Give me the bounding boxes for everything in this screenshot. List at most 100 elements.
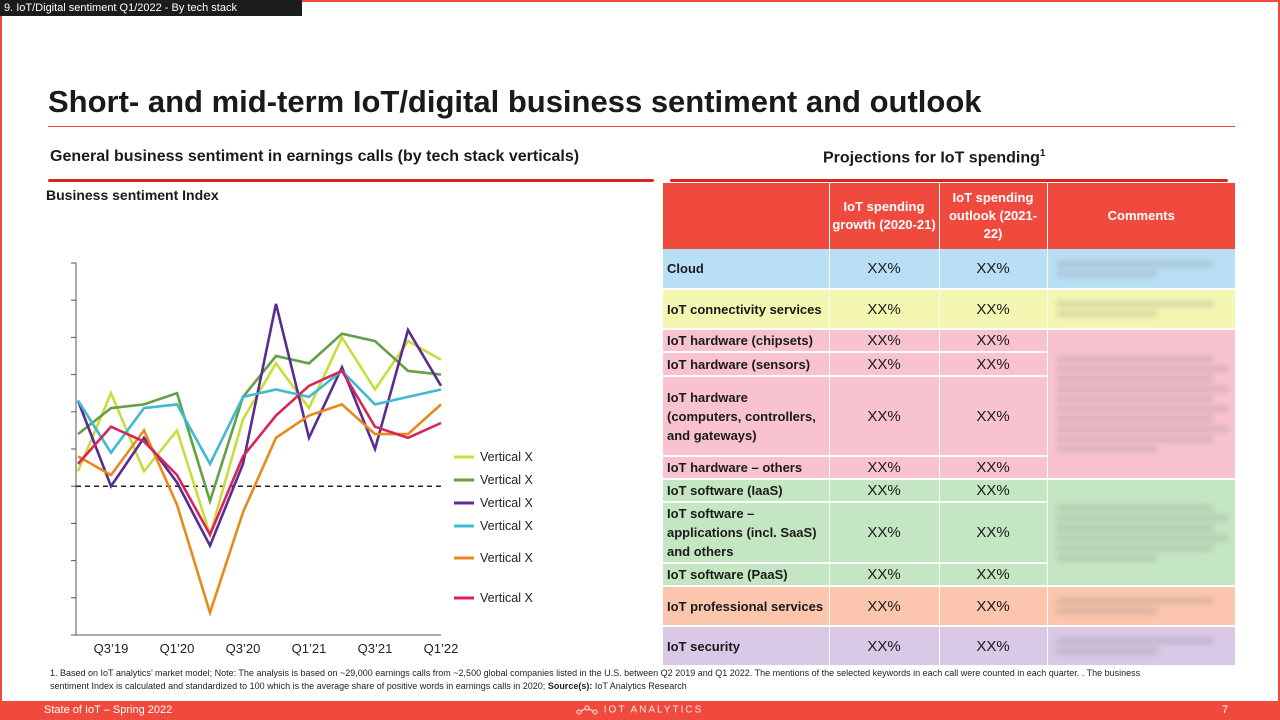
row-comment-redacted: [1047, 289, 1236, 330]
redacted-text-bar: [1055, 514, 1230, 521]
row-category: IoT software (IaaS): [663, 479, 830, 503]
redacted-text-bar: [1055, 311, 1159, 317]
redacted-text-bar: [1055, 416, 1215, 422]
legend-label: Vertical X: [480, 551, 533, 565]
redacted-text-bar: [1055, 436, 1215, 442]
row-category: IoT security: [663, 626, 830, 667]
redacted-text-bar: [1055, 648, 1159, 654]
legend-label: Vertical X: [480, 519, 533, 533]
x-tick-label: Q1’22: [424, 641, 459, 656]
row-outlook: XX%: [939, 249, 1048, 290]
row-outlook: XX%: [939, 376, 1048, 457]
row-category: IoT hardware (chipsets): [663, 329, 830, 353]
footer-brand-text: IOT ANALYTICS: [603, 704, 704, 716]
row-comment-redacted: [1047, 479, 1236, 587]
header-category: [663, 183, 830, 249]
sentiment-line-chart: Q3’19 Q1’20 Q3’20 Q1’21 Q3’21 Q1’22 Vertical X…: [71, 262, 533, 656]
redacted-text-bar: [1055, 366, 1230, 372]
redacted-text-bar: [1055, 396, 1215, 402]
x-tick-label: Q3’19: [94, 641, 129, 656]
series-line-4: [76, 369, 442, 467]
x-tick-label: Q1’21: [292, 641, 327, 656]
table-row: IoT security XX% XX%: [663, 626, 1236, 667]
row-comment-redacted: [1047, 586, 1236, 627]
row-category: IoT hardware (computers, controllers, an…: [663, 376, 830, 457]
row-growth: XX%: [829, 502, 940, 564]
row-outlook: XX%: [939, 352, 1048, 377]
header-outlook: IoT spending outlook (2021-22): [939, 183, 1048, 249]
redacted-text-bar: [1055, 534, 1230, 541]
redacted-text-bar: [1055, 638, 1215, 644]
row-outlook: XX%: [939, 563, 1048, 587]
row-growth: XX%: [829, 586, 940, 627]
redacted-text-bar: [1055, 544, 1215, 551]
left-subtitle-underline: [48, 179, 654, 182]
row-outlook: XX%: [939, 626, 1048, 667]
table-row: IoT hardware (chipsets) XX% XX%: [663, 329, 1236, 480]
row-category: IoT connectivity services: [663, 289, 830, 330]
row-growth: XX%: [829, 249, 940, 290]
redacted-text-bar: [1055, 554, 1159, 561]
row-category: Cloud: [663, 249, 830, 290]
table-row: IoT software (IaaS) XX% XX%: [663, 479, 1236, 587]
footnote-text: 1. Based on IoT analytics’ market model;…: [50, 668, 1141, 691]
iot-analytics-logo-icon: [576, 705, 598, 715]
row-outlook: XX%: [939, 456, 1048, 480]
row-category: IoT software – applications (incl. SaaS)…: [663, 502, 830, 564]
series-line-1: [76, 334, 442, 540]
row-growth: XX%: [829, 563, 940, 587]
row-category: IoT hardware – others: [663, 456, 830, 480]
row-outlook: XX%: [939, 502, 1048, 564]
legend-label: Vertical X: [480, 591, 533, 605]
legend-label: Vertical X: [480, 473, 533, 487]
redacted-text-bar: [1055, 270, 1159, 277]
header-comments: Comments: [1047, 183, 1235, 249]
legend-label: Vertical X: [480, 450, 533, 464]
row-growth: XX%: [829, 626, 940, 667]
footer-left-text: State of IoT – Spring 2022: [44, 704, 173, 716]
row-outlook: XX%: [939, 479, 1048, 503]
redacted-text-bar: [1055, 356, 1215, 362]
iot-spending-table: IoT spending growth (2020-21) IoT spendi…: [663, 183, 1236, 667]
series-line-6: [77, 369, 442, 538]
series-line-2: [77, 332, 442, 506]
redacted-text-bar: [1055, 608, 1159, 614]
row-growth: XX%: [829, 479, 940, 503]
slide-title: Short- and mid-term IoT/digital business…: [48, 84, 982, 119]
row-comment-redacted: [1047, 249, 1236, 290]
row-growth: XX%: [829, 352, 940, 377]
redacted-text-bar: [1055, 426, 1230, 432]
section-tag: 9. IoT/Digital sentiment Q1/2022 - By te…: [0, 0, 302, 16]
x-tick-label: Q1’20: [160, 641, 195, 656]
table-row: IoT professional services XX% XX%: [663, 586, 1236, 627]
footer-brand: IOT ANALYTICS: [575, 704, 703, 716]
row-category: IoT hardware (sensors): [663, 352, 830, 377]
source-label: Source(s):: [547, 681, 593, 691]
right-subtitle-text: Projections for IoT spending: [823, 149, 1040, 167]
footnote: 1. Based on IoT analytics’ market model;…: [50, 667, 1170, 693]
right-subtitle-underline: [670, 179, 1228, 182]
row-outlook: XX%: [939, 586, 1048, 627]
row-growth: XX%: [829, 329, 940, 353]
table-row: IoT connectivity services XX% XX%: [663, 289, 1236, 330]
row-growth: XX%: [829, 289, 940, 330]
redacted-text-bar: [1055, 260, 1215, 267]
source-text: IoT Analytics Research: [594, 681, 687, 691]
row-comment-redacted: [1047, 626, 1236, 667]
x-tick-label: Q3’20: [226, 641, 261, 656]
right-subtitle: Projections for IoT spending1: [823, 148, 1045, 167]
left-subtitle: General business sentiment in earnings c…: [50, 148, 580, 165]
redacted-text-bar: [1055, 524, 1215, 531]
legend-label: Vertical X: [480, 496, 533, 510]
redacted-text-bar: [1055, 376, 1215, 382]
row-category: IoT professional services: [663, 586, 830, 627]
x-tick-label: Q3’21: [358, 641, 393, 656]
footnote-ref: 1: [1039, 148, 1046, 159]
row-outlook: XX%: [939, 329, 1048, 353]
redacted-text-bar: [1055, 598, 1215, 604]
title-divider: [48, 126, 1235, 127]
chart-title: Business sentiment Index: [46, 187, 219, 203]
row-category: IoT software (PaaS): [663, 563, 830, 587]
row-outlook: XX%: [939, 289, 1048, 330]
header-growth: IoT spending growth (2020-21): [829, 183, 940, 249]
